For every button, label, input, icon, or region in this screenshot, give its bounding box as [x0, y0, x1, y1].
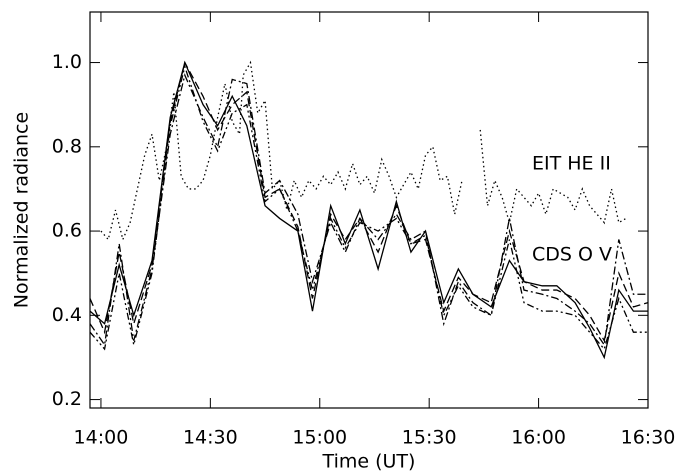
y-axis-label: Normalized radiance: [11, 112, 33, 308]
data-line: [89, 64, 648, 351]
data-line: [100, 60, 627, 242]
data-line: [89, 60, 649, 343]
x-tick-label: 14:30: [183, 427, 238, 449]
y-tick-label: 1.0: [52, 51, 82, 73]
x-tick-label: 15:00: [292, 427, 347, 449]
y-tick-label: 0.4: [52, 304, 82, 326]
plot-frame: [89, 11, 649, 409]
y-tick-label: 0.2: [52, 388, 82, 410]
x-tick-label: 16:00: [511, 427, 566, 449]
annotation: CDS O V: [532, 244, 612, 266]
x-tick-label: 15:30: [402, 427, 457, 449]
x-axis-label: Time (UT): [322, 451, 416, 473]
x-tick-label: 16:30: [621, 427, 676, 449]
y-tick-label: 0.6: [52, 220, 82, 242]
x-tick-label: 14:00: [74, 427, 129, 449]
data-line: [89, 73, 648, 347]
y-tick-label: 0.8: [52, 135, 82, 157]
annotation: EIT HE II: [532, 153, 611, 175]
